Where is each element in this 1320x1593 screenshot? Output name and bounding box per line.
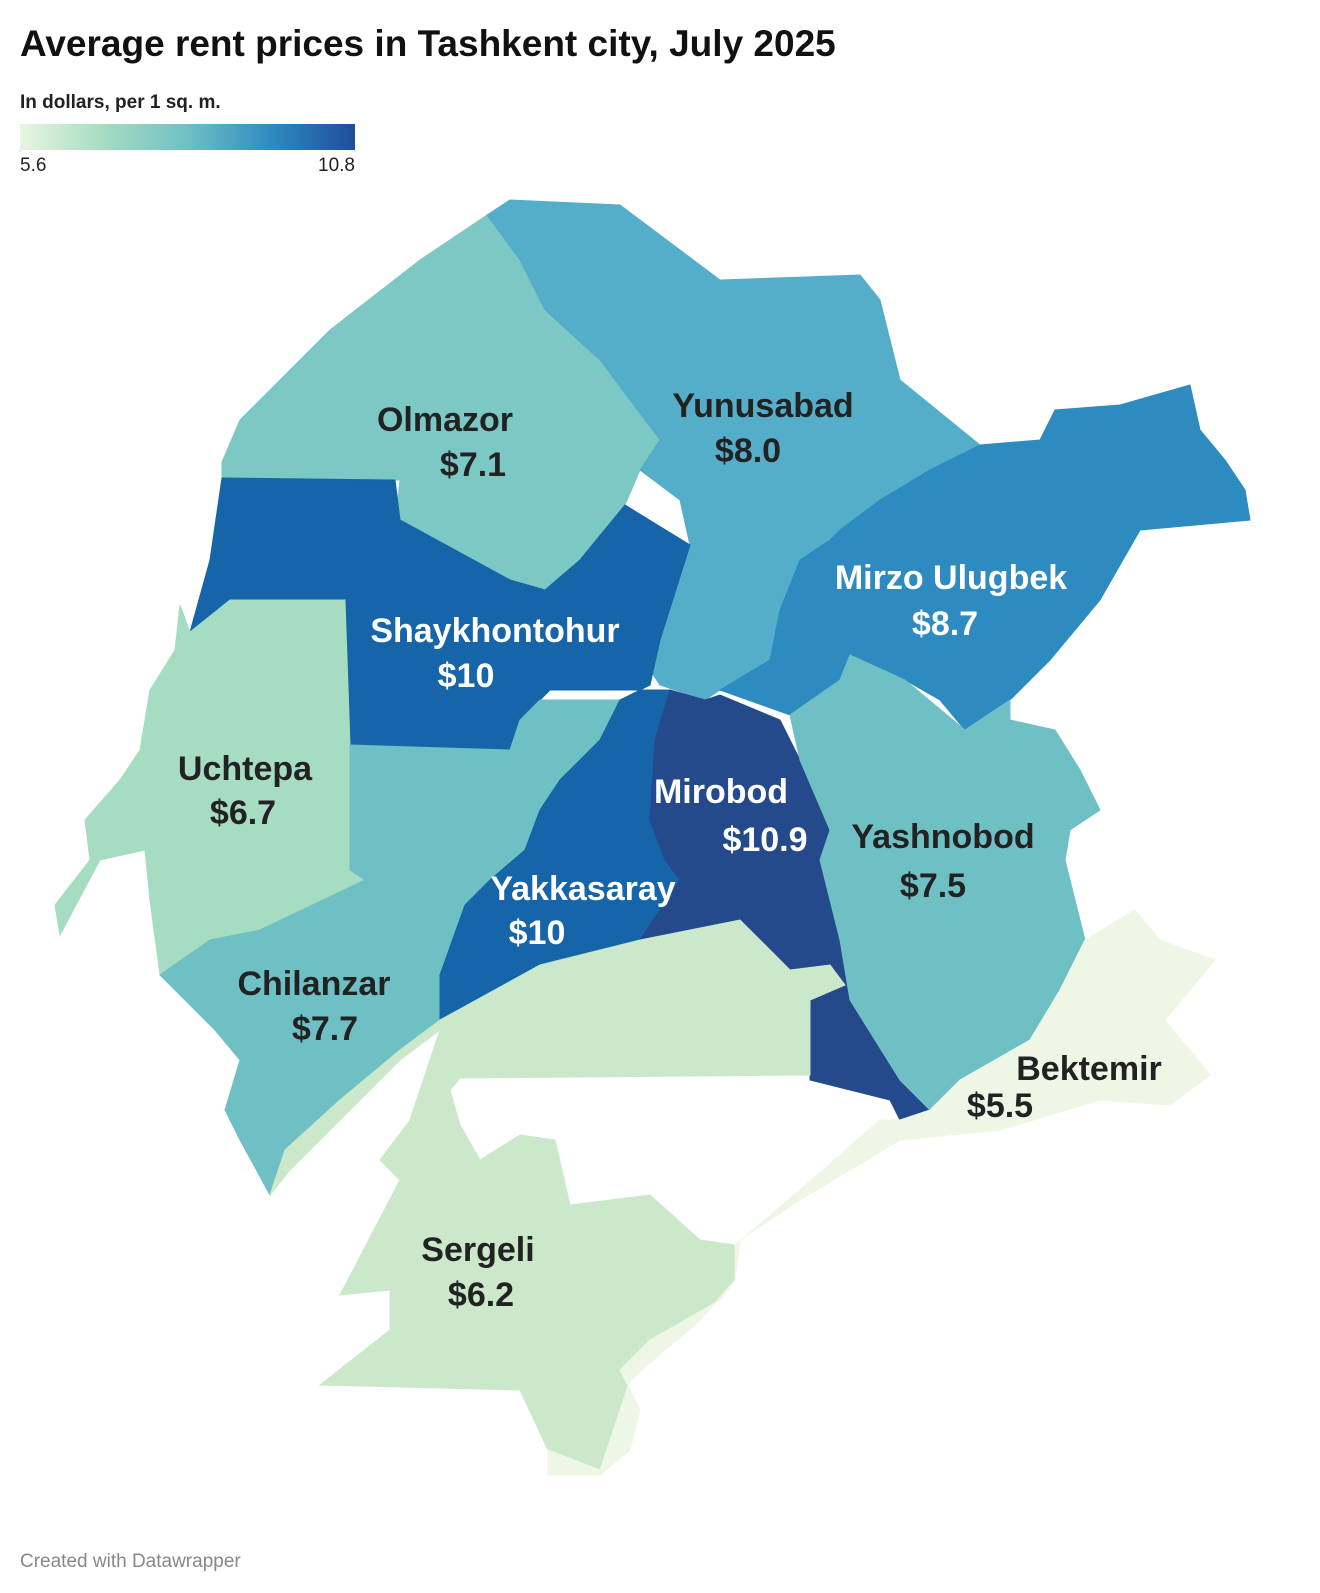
district-value: $8.7 [912, 605, 978, 643]
district-value: $7.5 [900, 867, 966, 905]
district-name: Mirobod [654, 773, 788, 811]
legend-max-label: 10.8 [318, 155, 355, 176]
district-name: Chilanzar [237, 965, 390, 1003]
district-value: $6.2 [448, 1276, 514, 1314]
district-value: $10.9 [722, 821, 807, 859]
district-name: Shaykhontohur [370, 612, 619, 650]
legend-min-label: 5.6 [20, 155, 46, 176]
district [547, 909, 1216, 1476]
district-value: $6.7 [210, 794, 276, 832]
district [789, 654, 1101, 1111]
district-value: $10 [438, 657, 495, 695]
district-value: $10 [509, 914, 566, 952]
region-labels: Olmazor $7.1 Yunusabad $8.0 Mirzo Ulugbek $8.… [178, 387, 1162, 1314]
district-name: Yashnobod [851, 818, 1034, 856]
district-name: Olmazor [377, 401, 513, 439]
district-value: $5.5 [967, 1087, 1033, 1125]
district-name: Yunusabad [672, 387, 853, 425]
chart-subtitle: In dollars, per 1 sq. m. [20, 92, 221, 113]
district-name: Yakkasaray [490, 870, 675, 908]
regions [54, 199, 1251, 1476]
footer: Created with Datawrapper [20, 1551, 241, 1572]
district-name: Uchtepa [178, 750, 313, 788]
district-value: $7.1 [440, 446, 506, 484]
district-name: Bektemir [1016, 1050, 1162, 1088]
district-name: Mirzo Ulugbek [835, 559, 1067, 597]
district-value: $8.0 [715, 432, 781, 470]
district-value: $7.7 [292, 1010, 358, 1048]
district-name: Sergeli [421, 1231, 534, 1269]
chart-title: Average rent prices in Tashkent city, Ju… [20, 23, 836, 64]
legend-bar [20, 124, 355, 150]
